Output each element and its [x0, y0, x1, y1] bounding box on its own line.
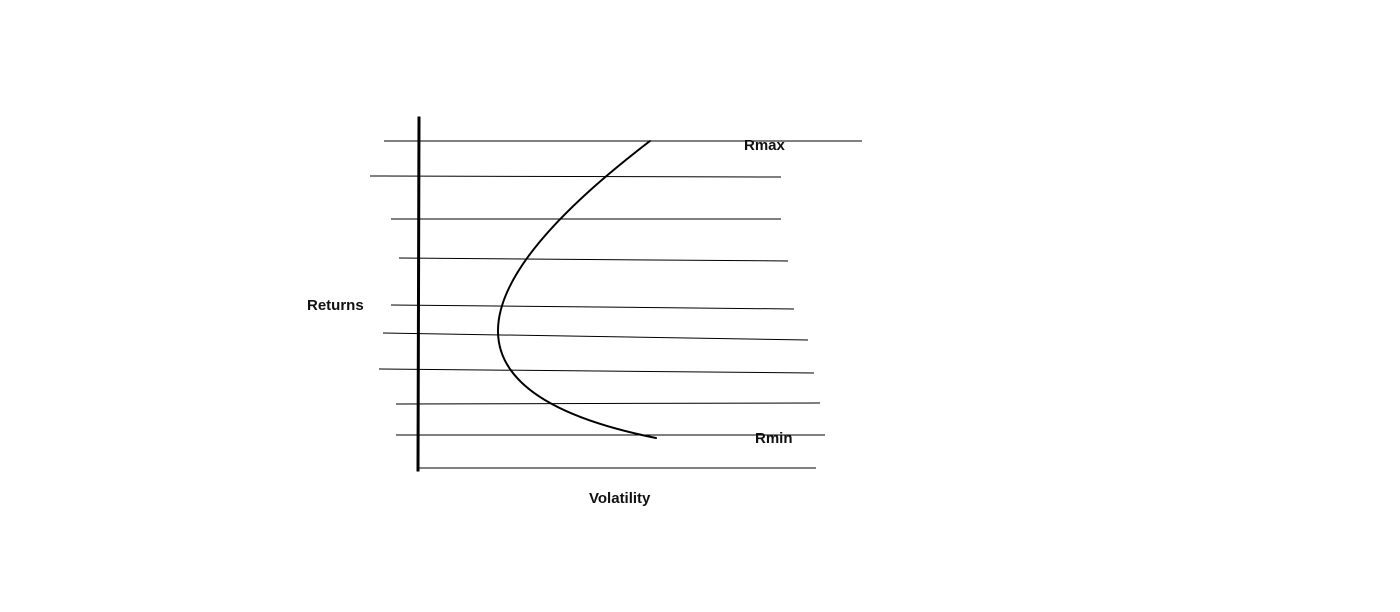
horizontal-lines — [369, 140, 862, 469]
horizontal-line-7 — [378, 368, 815, 374]
horizontal-line-6 — [382, 332, 809, 341]
horizontal-line-5 — [390, 304, 795, 310]
horizontal-line-2 — [369, 175, 782, 178]
rmax-label: Rmax — [744, 137, 785, 154]
horizontal-line-8 — [395, 402, 821, 405]
frontier-curve — [497, 140, 657, 439]
vertical-axis — [416, 116, 421, 472]
x-axis-label: Volatility — [589, 490, 651, 507]
rmin-label: Rmin — [755, 430, 793, 447]
y-axis-label: Returns — [307, 297, 364, 314]
horizontal-line-4 — [398, 257, 789, 262]
